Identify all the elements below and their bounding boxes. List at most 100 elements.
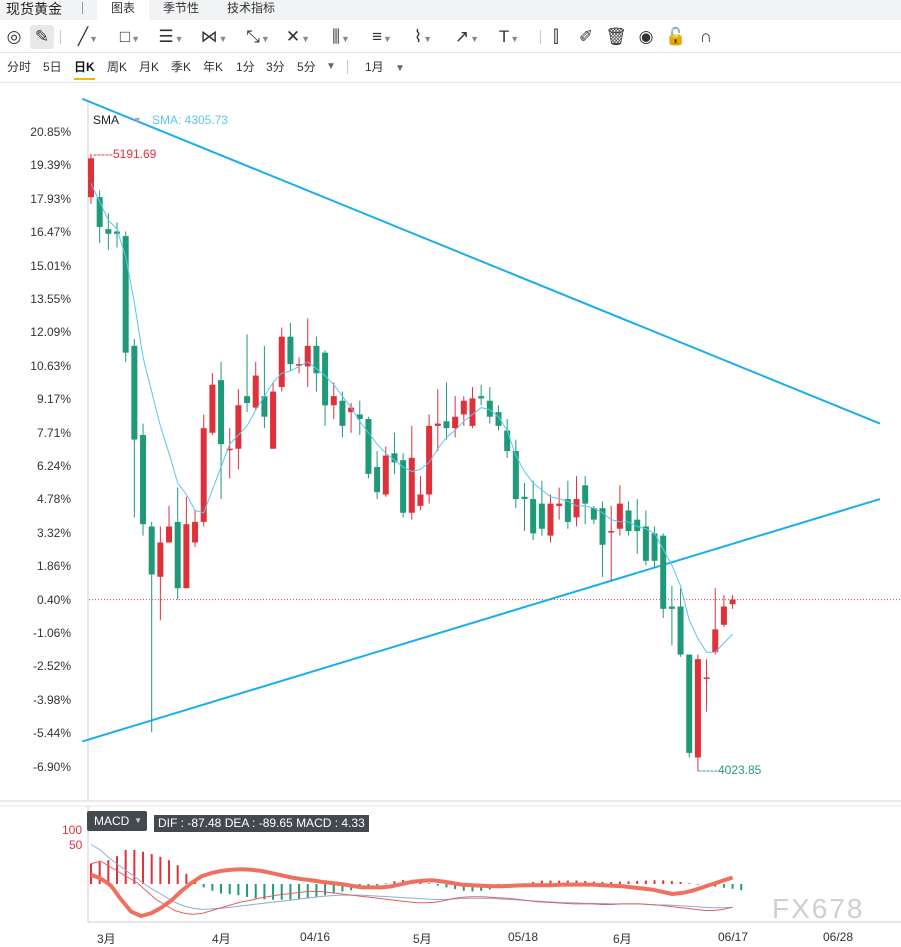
dropdown-caret-icon: ▼ xyxy=(174,34,184,44)
period-2[interactable]: 日K xyxy=(74,56,95,80)
app-title: 现货黄金 xyxy=(6,1,62,17)
cross-lines-icon[interactable]: ✕▼ xyxy=(280,25,316,49)
candle-body xyxy=(304,345,311,367)
macd-scale-100: 100 xyxy=(62,823,83,837)
top-tab-bar: 现货黄金 图表 季节性 技术指标 xyxy=(0,0,901,20)
y-tick-label: 4.78% xyxy=(36,492,71,507)
candle-body xyxy=(348,407,355,413)
x-tick-label: 6月 xyxy=(613,932,632,946)
candle-body xyxy=(322,352,329,406)
trash-icon[interactable]: 🗑 xyxy=(604,25,628,49)
candle-body xyxy=(356,414,363,420)
candles-icon-glyph: ⫿ xyxy=(553,27,559,46)
grid-lines-icon-glyph: ⫼ xyxy=(332,27,340,46)
candle-body xyxy=(183,524,190,589)
line-tool-icon[interactable]: ╱▼ xyxy=(70,25,106,49)
period-9[interactable]: 5分 xyxy=(297,60,316,74)
arrow-tool-icon[interactable]: ↗▼ xyxy=(449,25,485,49)
text-tool-icon[interactable]: T▼ xyxy=(491,25,527,49)
candle-body xyxy=(140,435,147,525)
pattern-tool-icon[interactable]: ⤡▼ xyxy=(240,25,276,49)
candle-body xyxy=(521,496,528,500)
edit-icon-glyph: ✐ xyxy=(578,27,594,46)
parallel-lines-icon[interactable]: ☰▼ xyxy=(153,25,189,49)
grid-lines-icon[interactable]: ⫼▼ xyxy=(323,25,359,49)
eye-icon[interactable]: ◉ xyxy=(634,25,658,49)
y-tick-label: 7.71% xyxy=(36,425,71,440)
dropdown-caret-icon: ▼ xyxy=(510,34,520,44)
sma-legend-caret-icon[interactable]: ▼ xyxy=(133,115,142,125)
period-3[interactable]: 周K xyxy=(107,60,128,74)
candle-body xyxy=(660,535,667,609)
low-price-marker: -----4023.85 xyxy=(698,763,762,777)
rectangle-tool-icon[interactable]: □▼ xyxy=(112,25,148,49)
candle-body xyxy=(616,503,623,529)
high-price-marker: -----5191.69 xyxy=(93,147,157,161)
cursor-icon[interactable]: ◎ xyxy=(2,25,26,49)
tab-technical-indicators[interactable]: 技术指标 xyxy=(227,1,276,15)
candle-body xyxy=(122,236,129,353)
candle-body xyxy=(460,400,467,415)
period-1[interactable]: 5日 xyxy=(43,60,62,74)
tab-chart[interactable]: 图表 xyxy=(97,0,150,20)
candle-body xyxy=(478,396,485,399)
candle-body xyxy=(417,494,424,506)
lock-icon[interactable]: 🔓 xyxy=(664,25,688,49)
magnet-icon[interactable]: ∩ xyxy=(694,25,718,49)
candle-body xyxy=(729,599,736,605)
y-tick-label: 3.32% xyxy=(36,525,71,540)
candles-icon[interactable]: ⫿ xyxy=(544,25,568,49)
y-tick-label: 10.63% xyxy=(30,358,71,373)
y-tick-label: 6.24% xyxy=(36,459,71,473)
y-tick-label: 20.85% xyxy=(30,125,71,139)
candle-body xyxy=(114,231,121,234)
range-select[interactable]: 1月 ▼ xyxy=(365,56,405,78)
candle-body xyxy=(469,398,476,426)
toolbar-separator xyxy=(60,30,61,44)
candle-body xyxy=(105,229,112,234)
y-tick-label: 9.17% xyxy=(36,392,71,407)
polyline-icon[interactable]: ⋈▼ xyxy=(196,25,232,49)
candle-body xyxy=(270,391,277,449)
period-0[interactable]: 分时 xyxy=(7,60,32,74)
candle-body xyxy=(668,606,675,609)
y-tick-label: 0.40% xyxy=(36,592,71,607)
trash-icon-glyph: 🗑 xyxy=(605,27,627,46)
candle-body xyxy=(330,396,337,406)
candle-body xyxy=(538,503,545,529)
title-divider xyxy=(82,2,83,14)
fibonacci-icon[interactable]: ≡▼ xyxy=(364,25,400,49)
period-4[interactable]: 月K xyxy=(139,60,160,74)
pencil-icon-glyph: ✎ xyxy=(34,27,50,46)
period-6[interactable]: 年K xyxy=(203,60,224,74)
tab-seasonality[interactable]: 季节性 xyxy=(163,1,200,15)
candle-body xyxy=(166,526,173,543)
x-tick-label: 04/16 xyxy=(300,930,331,944)
candle-body xyxy=(278,336,285,387)
brush-icon[interactable]: ⌇▼ xyxy=(405,25,441,49)
period-more-caret[interactable]: ▼ xyxy=(326,61,336,72)
edit-icon[interactable]: ✐ xyxy=(574,25,598,49)
candle-body xyxy=(374,467,381,493)
candle-body xyxy=(382,455,389,495)
period-7[interactable]: 1分 xyxy=(236,60,255,74)
x-tick-label: 06/17 xyxy=(718,930,749,944)
sma-legend-label[interactable]: SMA xyxy=(93,113,120,127)
candle-body xyxy=(547,503,554,536)
text-tool-icon-glyph: T xyxy=(498,27,510,46)
candle-body xyxy=(608,531,615,533)
candle-body xyxy=(712,629,719,653)
candle-body xyxy=(313,345,320,374)
candle-body xyxy=(564,499,571,522)
macd-indicator-selector[interactable]: MACD ▼ xyxy=(87,811,147,831)
dropdown-caret-icon: ▼ xyxy=(131,34,141,44)
period-5[interactable]: 季K xyxy=(171,60,192,74)
drawing-toolbar: ◎ ✎ ╱▼ □▼ ☰▼ ⋈▼ ⤡▼ ✕▼ ⫼▼ ≡▼ ⌇▼ ↗▼ T▼ ⫿ ✐ 🗑 ◉ 🔓 ∩ xyxy=(0,22,901,52)
candle-body xyxy=(703,677,710,679)
pencil-icon[interactable]: ✎ xyxy=(30,25,54,49)
candle-body xyxy=(96,197,103,227)
candle-body xyxy=(686,654,693,753)
candle-body xyxy=(434,423,441,426)
period-8[interactable]: 3分 xyxy=(266,60,285,74)
